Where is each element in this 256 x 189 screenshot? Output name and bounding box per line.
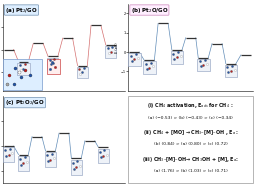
FancyBboxPatch shape [105,46,116,57]
Text: (a) (1.76) > (b) (1.03) > (c) (0.71): (a) (1.76) > (b) (1.03) > (c) (0.71) [154,169,228,174]
FancyBboxPatch shape [18,156,29,171]
Text: (b) (0.84) > (a) (0.80) > (c) (0.72): (b) (0.84) > (a) (0.80) > (c) (0.72) [154,143,228,146]
FancyBboxPatch shape [17,63,30,75]
FancyBboxPatch shape [98,149,109,163]
FancyBboxPatch shape [45,152,56,167]
FancyBboxPatch shape [3,59,42,90]
Y-axis label: E (eV): E (eV) [115,42,119,53]
Text: (b) Pt$_2$O/GO: (b) Pt$_2$O/GO [131,5,168,15]
FancyBboxPatch shape [128,96,253,183]
Text: (c) Pt$_2$O$_2$/GO: (c) Pt$_2$O$_2$/GO [5,98,45,107]
FancyBboxPatch shape [47,59,60,74]
Text: (ii) CH$_4$ + [MO] → CH$_3$–[M]–OH , E$_a$ :: (ii) CH$_4$ + [MO] → CH$_3$–[M]–OH , E$_… [143,128,239,137]
FancyBboxPatch shape [77,67,88,78]
FancyBboxPatch shape [171,51,183,64]
Text: (a) Pt$_2$/GO: (a) Pt$_2$/GO [5,5,38,15]
FancyBboxPatch shape [3,147,14,162]
Text: (a) (−0.53) > (b) (−0.43) > (c) (−0.34): (a) (−0.53) > (b) (−0.43) > (c) (−0.34) [148,115,233,119]
Text: (i) CH$_4$ activation, E$_{ads}$ for CH$_4$ :: (i) CH$_4$ activation, E$_{ads}$ for CH$… [147,101,234,110]
Text: (iii) CH$_3$–[M]–OH→ CH$_3$OH + [M], E$_a$:: (iii) CH$_3$–[M]–OH→ CH$_3$OH + [M], E$_… [142,155,239,164]
FancyBboxPatch shape [143,61,156,74]
FancyBboxPatch shape [47,57,58,69]
FancyBboxPatch shape [225,65,237,77]
FancyBboxPatch shape [71,160,82,175]
FancyBboxPatch shape [197,59,209,71]
FancyBboxPatch shape [128,53,141,66]
